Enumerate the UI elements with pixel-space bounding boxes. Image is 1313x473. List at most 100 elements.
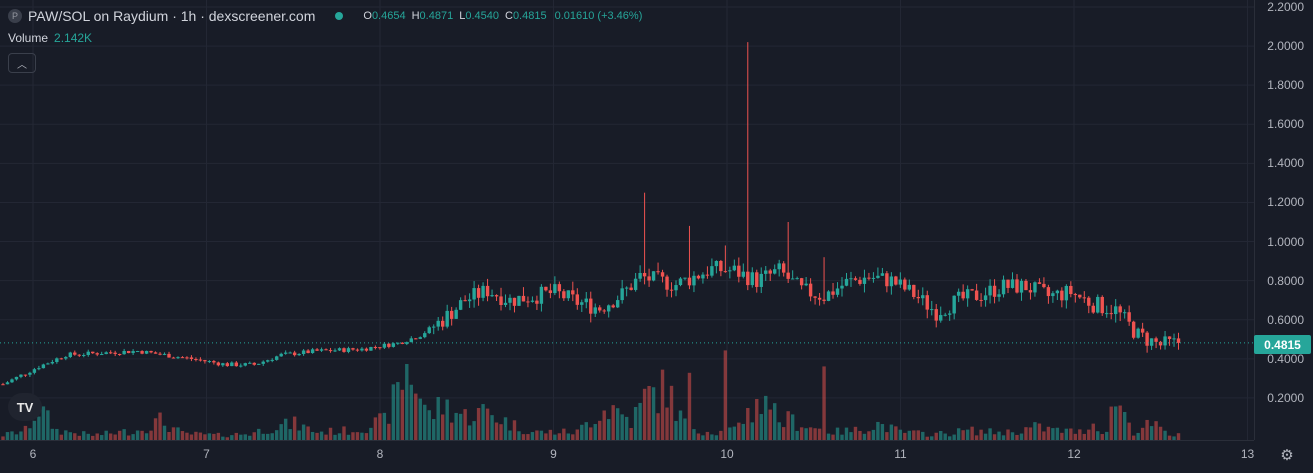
volume-bar [481,404,485,440]
volume-bar [755,399,759,440]
volume-bar [400,389,405,440]
candle-body [23,374,28,376]
price-tick-label: 0.6000 [1267,312,1304,327]
candle-body [934,309,938,321]
candle-body [997,294,1001,297]
volume-bar [360,432,364,440]
candle-body [449,310,454,319]
candle-body [916,296,920,299]
volume-bar [768,409,772,440]
candle-body [86,351,90,356]
candle-body [355,349,360,351]
candle-body [68,352,73,358]
volume-bar [642,388,647,440]
candle-body [808,283,813,297]
volume-bar [997,431,1001,440]
candle-body [73,352,77,355]
volume-bar [575,429,579,440]
volume-bar [1046,426,1051,440]
candle-body [620,288,624,301]
candle-body [324,349,328,351]
volume-bar [862,433,867,440]
volume-bar [328,427,333,440]
volume-bar [553,434,557,440]
volume-bar [889,424,894,440]
volume-bar [723,350,728,440]
volume-bar [369,427,373,440]
volume-bar [535,430,539,440]
volume-bar [315,432,319,440]
candle-body [584,298,588,303]
candle-body [571,290,575,295]
volume-bar [189,434,194,440]
volume-value: 2.142K [54,31,93,45]
volume-bar [171,427,176,440]
volume-bar [436,397,440,440]
price-candles [1,42,1181,386]
candle-body [871,277,876,279]
collapse-legend-button[interactable]: ︿ [8,53,36,73]
candle-body [328,350,333,352]
candle-body [485,285,490,297]
volume-bar [423,404,427,440]
candle-body [41,364,46,369]
volume-bar [777,422,781,440]
volume-bar [1109,406,1113,440]
candle-body [678,278,683,286]
volume-bars [1,350,1181,440]
candle-body [633,278,638,290]
volume-bar [562,428,566,440]
candle-body [32,369,37,373]
chart-title[interactable]: PAW/SOL on Raydium · 1h · dexscreener.co… [28,8,316,24]
price-axis[interactable]: 2.2000 2.0000 1.8000 1.6000 1.4000 1.2000 1.00… [1254,0,1313,440]
candle-body [746,271,750,286]
tradingview-logo[interactable]: TV [8,393,42,421]
candle-body [360,348,364,351]
candle-body [207,361,212,363]
candle-body [503,302,508,306]
candle-body [432,326,436,328]
volume-bar [849,432,853,440]
candle-body [826,291,831,301]
volume-bar [176,427,180,440]
candle-body [418,337,422,339]
volume-bar [660,369,665,440]
volume-bar [274,430,279,440]
candle-body [1010,279,1015,288]
volume-bar [1127,422,1131,440]
volume-bar [68,432,73,440]
volume-bar [458,413,463,440]
volume-bar [266,433,270,440]
chart-settings-button[interactable]: ⚙ [1276,444,1298,466]
volume-bar [557,433,562,440]
time-axis[interactable]: 6 7 8 9 10 11 12 13 [0,440,1254,473]
volume-bar [598,420,602,440]
candle-body [1078,294,1082,298]
candle-body [732,265,737,271]
candle-body [10,379,14,383]
candle-body [764,270,768,274]
volume-bar [122,429,126,440]
price-tick-label: 1.2000 [1267,195,1304,210]
volume-bar [1131,435,1136,440]
volume-bar [373,417,378,440]
candle-body [530,300,535,302]
candle-body [1131,321,1136,338]
candle-body [423,333,427,338]
volume-bar [391,384,396,440]
volume-bar [476,407,481,440]
candle-body [593,307,597,314]
ohlc-legend: O0.4654 H0.4871 L0.4540 C0.4815 0.01610 … [363,10,642,22]
volume-bar [880,424,885,440]
candle-body [687,277,692,286]
candle-body [1006,279,1010,288]
volume-bar [144,433,149,440]
volume-bar [705,431,710,440]
candle-body [463,300,467,302]
volume-bar [894,426,898,440]
volume-bar [427,410,431,440]
volume-bar [817,428,822,440]
volume-bar [252,432,256,440]
volume-bar [615,408,620,440]
